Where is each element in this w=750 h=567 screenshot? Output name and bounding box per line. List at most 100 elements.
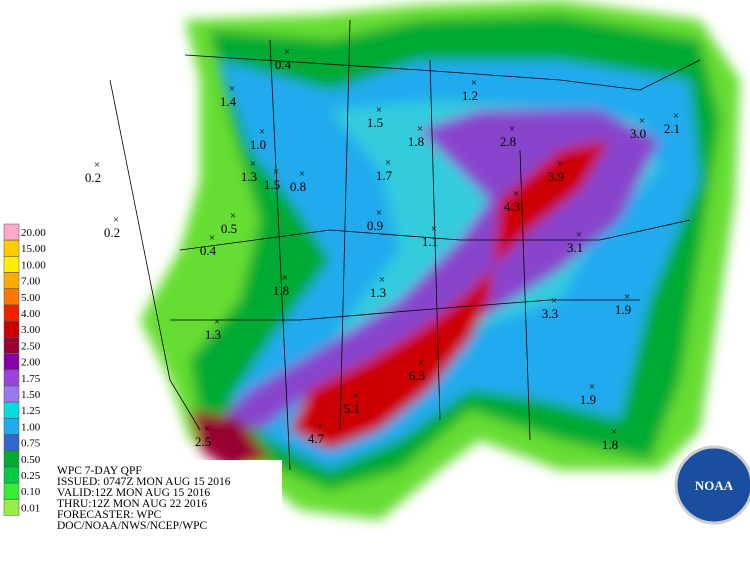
- point-marker: ×: [282, 272, 288, 284]
- point-label: 0.5: [221, 221, 237, 236]
- point-label: 1.3: [241, 169, 257, 184]
- legend-swatch: [3, 304, 20, 322]
- precip-field: [140, 0, 740, 520]
- point-marker: ×: [551, 295, 557, 307]
- point-label: 2.5: [195, 434, 211, 449]
- point-label: 0.9: [367, 218, 383, 233]
- point-label: 4.3: [504, 199, 520, 214]
- point-label: 2.8: [500, 134, 516, 149]
- legend-swatch: [3, 256, 20, 273]
- point-label: 1.9: [615, 302, 631, 317]
- point-marker: ×: [611, 426, 617, 438]
- legend-label: 20.00: [21, 227, 46, 239]
- point-label: 3.1: [567, 240, 583, 255]
- legend-label: 15.00: [21, 243, 46, 255]
- legend-label: 4.00: [21, 308, 41, 320]
- point-marker: ×: [376, 207, 382, 219]
- point-marker: ×: [471, 77, 477, 89]
- point-marker: ×: [317, 420, 323, 432]
- info-line: ISSUED: 0747Z MON AUG 15 2016: [57, 476, 231, 488]
- point-marker: ×: [230, 210, 236, 222]
- point-marker: ×: [557, 158, 563, 170]
- info-line: WPC 7-DAY QPF: [57, 465, 142, 477]
- legend-swatch: [3, 320, 20, 338]
- legend-label: 1.00: [21, 421, 41, 433]
- legend-label: 5.00: [21, 292, 41, 304]
- point-label: 0.8: [290, 179, 306, 194]
- legend-swatch: [3, 337, 20, 354]
- point-marker: ×: [673, 110, 679, 122]
- legend-label: 0.75: [21, 438, 41, 450]
- point-label: 0.2: [104, 225, 120, 240]
- point-marker: ×: [113, 214, 119, 226]
- point-marker: ×: [273, 166, 279, 178]
- legend-swatch: [3, 272, 20, 289]
- legend-label: 0.01: [21, 502, 40, 514]
- legend-swatch: [3, 401, 20, 419]
- info-line: FORECASTER: WPC: [57, 509, 162, 521]
- point-label: 1.5: [367, 115, 383, 130]
- point-label: 1.5: [264, 177, 280, 192]
- point-marker: ×: [209, 232, 215, 244]
- info-line: THRU:12Z MON AUG 22 2016: [57, 498, 207, 510]
- point-marker: ×: [214, 316, 220, 328]
- info-bg: [52, 460, 282, 562]
- info-line: VALID:12Z MON AUG 15 2016: [57, 487, 210, 499]
- legend-label: 0.25: [21, 470, 41, 482]
- point-label: 1.3: [205, 327, 221, 342]
- legend-label: 3.00: [21, 324, 41, 336]
- point-marker: ×: [639, 115, 645, 127]
- point-marker: ×: [204, 423, 210, 435]
- point-marker: ×: [576, 229, 582, 241]
- point-marker: ×: [624, 291, 630, 303]
- boundaries: [109, 19, 701, 471]
- point-label: 6.3: [409, 368, 425, 383]
- point-marker: ×: [259, 126, 265, 138]
- point-marker: ×: [284, 46, 290, 58]
- legend-swatch: [3, 482, 20, 500]
- point-label: 1.2: [462, 88, 478, 103]
- point-label: 1.0: [250, 137, 266, 152]
- legend-label: 2.00: [21, 357, 41, 369]
- legend: 20.00 15.00 10.00 7.00 5.00 4.00 3.00 2.50 2.00 1…: [3, 223, 46, 516]
- point-label: 3.0: [630, 126, 646, 141]
- legend-swatch: [3, 288, 20, 306]
- legend-label: 1.25: [21, 405, 41, 417]
- point-marker: ×: [379, 274, 385, 286]
- legend-label: 0.10: [21, 486, 41, 498]
- legend-label: 7.00: [21, 276, 41, 288]
- point-label: 1.3: [370, 285, 386, 300]
- point-marker: ×: [385, 157, 391, 169]
- point-label: 3.3: [542, 306, 558, 321]
- legend-label: 10.00: [21, 259, 46, 271]
- point-marker: ×: [509, 123, 515, 135]
- point-label: 0.4: [275, 57, 292, 72]
- legend-label: 1.75: [21, 373, 41, 385]
- info-line: DOC/NOAA/NWS/NCEP/WPC: [57, 520, 207, 532]
- legend-label: 0.50: [21, 454, 41, 466]
- point-marker: ×: [353, 390, 359, 402]
- legend-swatch: [3, 385, 20, 403]
- logo: [674, 445, 750, 525]
- point-label: 0.2: [85, 170, 101, 185]
- legend-swatch: [3, 466, 20, 484]
- legend-swatch: [3, 450, 20, 468]
- legend-swatch: [3, 369, 20, 387]
- point-label: 0.4: [200, 243, 217, 258]
- point-marker: ×: [513, 188, 519, 200]
- point-label: 1.7: [376, 168, 393, 183]
- point-marker: ×: [417, 123, 423, 135]
- point-label: 2.1: [664, 121, 680, 136]
- legend-swatch: [3, 239, 20, 257]
- point-label: 1.1: [422, 234, 438, 249]
- point-label: 1.8: [408, 134, 424, 149]
- point-marker: ×: [376, 104, 382, 116]
- legend-swatch: [3, 353, 20, 370]
- point-label: 1.8: [602, 437, 618, 452]
- legend-label: 1.50: [21, 389, 41, 401]
- legend-swatch: [3, 434, 20, 451]
- point-marker: ×: [299, 168, 305, 180]
- legend-swatch: [3, 499, 20, 516]
- point-label: 3.9: [548, 169, 564, 184]
